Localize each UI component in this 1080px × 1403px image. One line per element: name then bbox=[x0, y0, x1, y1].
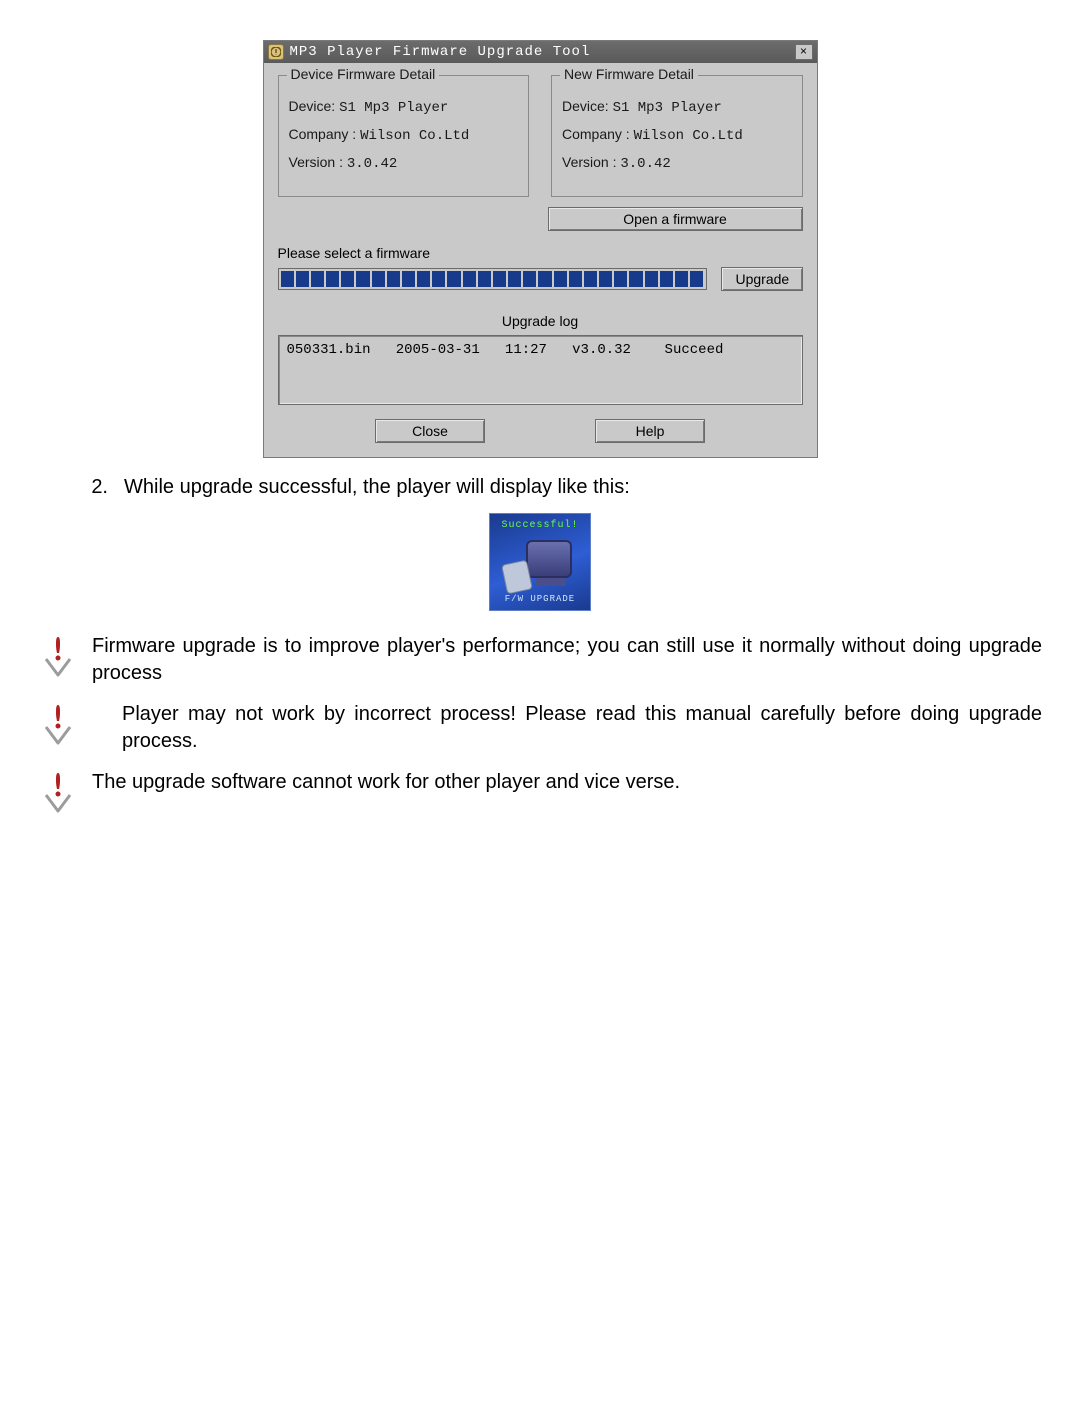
note-text: Player may not work by incorrect process… bbox=[122, 701, 1042, 755]
progress-segment bbox=[599, 271, 612, 287]
player-fw-text: F/W UPGRADE bbox=[490, 594, 590, 604]
progress-segment bbox=[538, 271, 551, 287]
warning-note: Player may not work by incorrect process… bbox=[38, 701, 1042, 755]
upgrade-log-label: Upgrade log bbox=[278, 313, 803, 329]
warning-icon bbox=[38, 701, 78, 745]
device-line: Device: S1 Mp3 Player bbox=[562, 98, 792, 116]
version-line: Version : 3.0.42 bbox=[562, 154, 792, 172]
window-title: MP3 Player Firmware Upgrade Tool bbox=[290, 44, 795, 60]
upgrade-button[interactable]: Upgrade bbox=[721, 267, 803, 291]
list-item-text: While upgrade successful, the player wil… bbox=[124, 476, 630, 499]
close-icon[interactable]: × bbox=[795, 44, 813, 60]
warning-note: The upgrade software cannot work for oth… bbox=[38, 769, 1042, 813]
warning-note: Firmware upgrade is to improve player's … bbox=[38, 633, 1042, 687]
open-firmware-button[interactable]: Open a firmware bbox=[548, 207, 803, 231]
player-success-text: Successful! bbox=[490, 520, 590, 531]
progress-segment bbox=[296, 271, 309, 287]
progress-segment bbox=[629, 271, 642, 287]
monitor-icon bbox=[526, 540, 572, 578]
device-firmware-detail-box: Device Firmware Detail Device: S1 Mp3 Pl… bbox=[278, 75, 530, 197]
progress-segment bbox=[569, 271, 582, 287]
progress-segment bbox=[326, 271, 339, 287]
progress-segment bbox=[508, 271, 521, 287]
progress-segment bbox=[417, 271, 430, 287]
progress-segment bbox=[463, 271, 476, 287]
new-box-legend: New Firmware Detail bbox=[560, 66, 698, 82]
progress-segment bbox=[690, 271, 703, 287]
progress-segment bbox=[660, 271, 673, 287]
progress-segment bbox=[645, 271, 658, 287]
app-icon bbox=[268, 44, 284, 60]
progress-segment bbox=[281, 271, 294, 287]
list-item-number: 2. bbox=[82, 476, 108, 499]
warning-icon bbox=[38, 633, 78, 677]
progress-segment bbox=[614, 271, 627, 287]
upgrade-progress-bar bbox=[278, 268, 707, 290]
close-button[interactable]: Close bbox=[375, 419, 485, 443]
warning-icon bbox=[38, 769, 78, 813]
dialog-body: Device Firmware Detail Device: S1 Mp3 Pl… bbox=[264, 63, 817, 457]
progress-segment bbox=[447, 271, 460, 287]
progress-segment bbox=[493, 271, 506, 287]
upgrade-log-box: 050331.bin 2005-03-31 11:27 v3.0.32 Succ… bbox=[278, 335, 803, 405]
progress-segment bbox=[554, 271, 567, 287]
progress-segment bbox=[372, 271, 385, 287]
note-text: The upgrade software cannot work for oth… bbox=[92, 769, 1042, 796]
progress-segment bbox=[387, 271, 400, 287]
progress-segment bbox=[584, 271, 597, 287]
company-line: Company : Wilson Co.Ltd bbox=[289, 126, 519, 144]
company-line: Company : Wilson Co.Ltd bbox=[562, 126, 792, 144]
version-line: Version : 3.0.42 bbox=[289, 154, 519, 172]
firmware-upgrade-dialog: MP3 Player Firmware Upgrade Tool × Devic… bbox=[263, 40, 818, 458]
progress-segment bbox=[478, 271, 491, 287]
progress-segment bbox=[356, 271, 369, 287]
progress-segment bbox=[432, 271, 445, 287]
select-firmware-label: Please select a firmware bbox=[278, 245, 803, 261]
new-firmware-detail-box: New Firmware Detail Device: S1 Mp3 Playe… bbox=[551, 75, 803, 197]
player-display-image: Successful! F/W UPGRADE bbox=[489, 513, 591, 611]
list-item: 2. While upgrade successful, the player … bbox=[82, 476, 1042, 499]
device-line: Device: S1 Mp3 Player bbox=[289, 98, 519, 116]
progress-segment bbox=[675, 271, 688, 287]
progress-segment bbox=[341, 271, 354, 287]
help-button[interactable]: Help bbox=[595, 419, 705, 443]
note-text: Firmware upgrade is to improve player's … bbox=[92, 633, 1042, 687]
progress-segment bbox=[311, 271, 324, 287]
device-box-legend: Device Firmware Detail bbox=[287, 66, 440, 82]
titlebar: MP3 Player Firmware Upgrade Tool × bbox=[264, 41, 817, 63]
progress-segment bbox=[523, 271, 536, 287]
progress-segment bbox=[402, 271, 415, 287]
